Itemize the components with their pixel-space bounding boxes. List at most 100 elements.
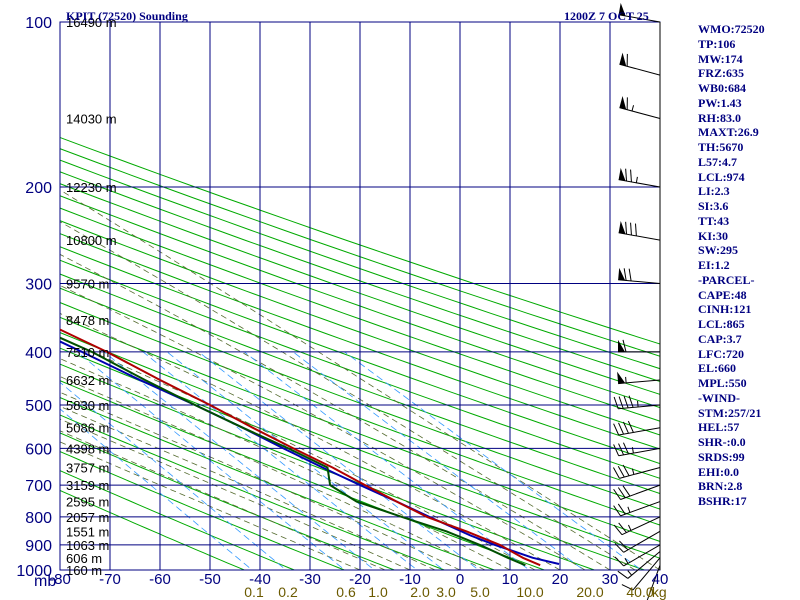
grid-layer bbox=[59, 21, 661, 571]
index-item: HEL:57 bbox=[698, 420, 740, 435]
barb-feather bbox=[613, 505, 621, 517]
barb-feather bbox=[625, 221, 628, 235]
height-label: 4398 m bbox=[66, 441, 109, 456]
dry-adiabat bbox=[60, 332, 660, 559]
height-label: 606 m bbox=[66, 551, 102, 566]
dry-adiabat bbox=[60, 316, 660, 542]
dry-adiabat bbox=[60, 301, 660, 526]
barb-staff bbox=[621, 516, 661, 536]
barb-feather bbox=[618, 522, 627, 533]
barb-staff bbox=[618, 447, 661, 457]
temperature-tick-label: -20 bbox=[349, 571, 371, 588]
pressure-tick-label: 100 bbox=[25, 15, 52, 32]
barb-pennant bbox=[618, 2, 626, 16]
barb-feather bbox=[614, 556, 624, 567]
index-item: SRDS:99 bbox=[698, 449, 745, 464]
height-label: 160 m bbox=[66, 563, 102, 578]
index-item: PW:1.43 bbox=[698, 95, 742, 110]
barb-feather bbox=[622, 442, 629, 455]
index-item: -WIND- bbox=[698, 390, 740, 405]
temperature-tick-label: -70 bbox=[99, 571, 121, 588]
wind-barb bbox=[617, 371, 661, 385]
mixing-ratio-line bbox=[244, 351, 530, 570]
index-item: MPL:550 bbox=[698, 376, 747, 390]
barb-feather bbox=[617, 465, 625, 478]
wind-barb bbox=[613, 420, 661, 436]
barb-pennant bbox=[618, 339, 625, 352]
height-label: 8478 m bbox=[66, 313, 109, 328]
pressure-tick-label: 300 bbox=[25, 276, 52, 293]
index-item: LCL:865 bbox=[698, 317, 745, 331]
height-label: 1063 m bbox=[66, 538, 109, 553]
pressure-tick-label: 400 bbox=[25, 345, 52, 362]
barb-feather bbox=[627, 420, 634, 433]
barb-feather bbox=[630, 169, 632, 182]
dry-adiabat bbox=[60, 148, 660, 357]
barb-feather bbox=[622, 464, 630, 477]
barb-staff bbox=[623, 530, 661, 553]
dry-adiabat bbox=[60, 470, 296, 570]
barb-feather bbox=[628, 395, 634, 408]
barb-feather bbox=[625, 168, 628, 182]
wind-barb bbox=[619, 96, 661, 119]
height-label: 5830 m bbox=[66, 398, 109, 413]
moist-adiabat bbox=[60, 418, 411, 570]
dry-adiabat bbox=[60, 347, 646, 570]
mixing-ratio-line bbox=[103, 351, 376, 570]
index-item: CINH:121 bbox=[698, 302, 752, 317]
height-label: 9570 m bbox=[66, 276, 109, 291]
barb-feather bbox=[618, 443, 625, 456]
mixing-ratio-label: 1.0 bbox=[368, 584, 388, 600]
barb-staff bbox=[627, 551, 661, 579]
dry-adiabat bbox=[60, 220, 660, 436]
dry-adiabat bbox=[60, 136, 660, 345]
barb-feather bbox=[618, 396, 624, 409]
temperature-tick-label: -10 bbox=[399, 571, 421, 588]
mixing-ratio-label: 0.6 bbox=[336, 584, 356, 600]
wind-barb bbox=[618, 220, 661, 241]
mixing-ratio-line bbox=[344, 351, 643, 570]
wind-barb bbox=[621, 557, 661, 591]
dry-adiabat bbox=[60, 380, 546, 570]
mixing-ratio-label: 5.0 bbox=[470, 584, 490, 600]
index-item: LI:2.3 bbox=[698, 184, 730, 199]
wind-barb bbox=[646, 565, 661, 600]
wind-barb bbox=[612, 464, 661, 479]
wind-barb bbox=[618, 267, 661, 284]
wind-barb bbox=[614, 544, 661, 567]
barb-half-feather bbox=[628, 524, 632, 531]
barb-feather bbox=[622, 421, 629, 434]
barb-staff bbox=[632, 557, 661, 591]
station-title: KPIT (72520) Sounding bbox=[66, 9, 188, 23]
barb-pennant bbox=[618, 167, 626, 181]
mixing-ratio-label: 3.0 bbox=[436, 584, 456, 600]
barb-staff bbox=[620, 501, 661, 517]
pressure-tick-label: 900 bbox=[25, 538, 52, 555]
pressure-tick-label: 1000 bbox=[16, 563, 52, 580]
index-item: WMO:72520 bbox=[698, 22, 765, 36]
dry-adiabat bbox=[60, 233, 660, 450]
index-item: LCL:974 bbox=[698, 169, 745, 184]
dry-adiabat bbox=[60, 396, 496, 570]
height-label: 6632 m bbox=[66, 373, 109, 388]
wind-barb bbox=[619, 52, 661, 76]
barb-pennant bbox=[619, 96, 627, 110]
barb-staff bbox=[618, 404, 661, 410]
index-item: EHI:0.0 bbox=[698, 464, 740, 479]
barb-feather bbox=[622, 339, 627, 353]
dry-adiabat bbox=[60, 450, 346, 570]
temperature-tick-label: -40 bbox=[249, 571, 271, 588]
index-item: SW:295 bbox=[698, 243, 739, 258]
valid-time: 1200Z 7 OCT 25 bbox=[564, 9, 649, 23]
dry-adiabat bbox=[60, 171, 660, 382]
dry-adiabat bbox=[60, 159, 660, 370]
wind-barb bbox=[618, 167, 661, 188]
barb-half-feather bbox=[635, 176, 638, 183]
index-item: FRZ:635 bbox=[698, 66, 744, 81]
barb-feather bbox=[628, 268, 632, 282]
index-item: BRN:2.8 bbox=[698, 479, 743, 494]
mixing-ratio-label: 2.0 bbox=[410, 584, 430, 600]
